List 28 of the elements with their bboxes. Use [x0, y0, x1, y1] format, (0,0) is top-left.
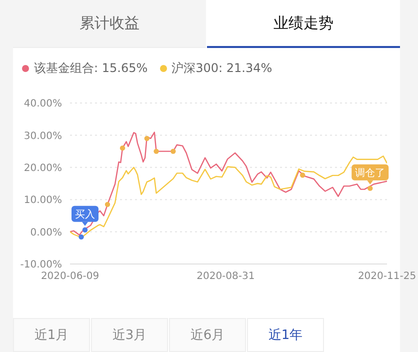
point — [104, 202, 110, 208]
point — [300, 172, 306, 178]
annotation: 买入 — [75, 208, 96, 220]
y-tick-label: 0.00% — [30, 227, 62, 238]
point — [170, 148, 176, 154]
x-tick-label: 2020-08-31 — [196, 271, 255, 282]
y-tick-label: -10.00% — [20, 260, 62, 271]
text: 累计收益 — [13, 0, 206, 48]
legend-label: 沪深300: 21.34% — [172, 60, 272, 77]
y-tick-label: 40.00% — [24, 98, 62, 110]
y-tick-label: 20.00% — [24, 162, 62, 174]
y-tick-label: 10.00% — [24, 195, 62, 206]
text: 业绩走势 — [207, 0, 400, 48]
text: 近6月 — [169, 318, 246, 352]
point — [120, 145, 126, 151]
annotation: 调仓了 — [355, 166, 386, 179]
x-tick-label: 2020-11-25 — [358, 271, 416, 282]
text: 近3月 — [91, 318, 168, 352]
legend-label: 该基金组合: 15.65% — [34, 60, 148, 77]
point — [154, 148, 159, 154]
point — [78, 234, 84, 240]
text: 近1月 — [13, 318, 90, 352]
point — [368, 186, 373, 191]
x-tick-label: 2020-06-09 — [40, 271, 100, 282]
point — [82, 227, 88, 232]
y-tick-label: 30.00% — [24, 130, 62, 142]
point — [144, 136, 150, 142]
text: 近1年 — [247, 318, 324, 352]
